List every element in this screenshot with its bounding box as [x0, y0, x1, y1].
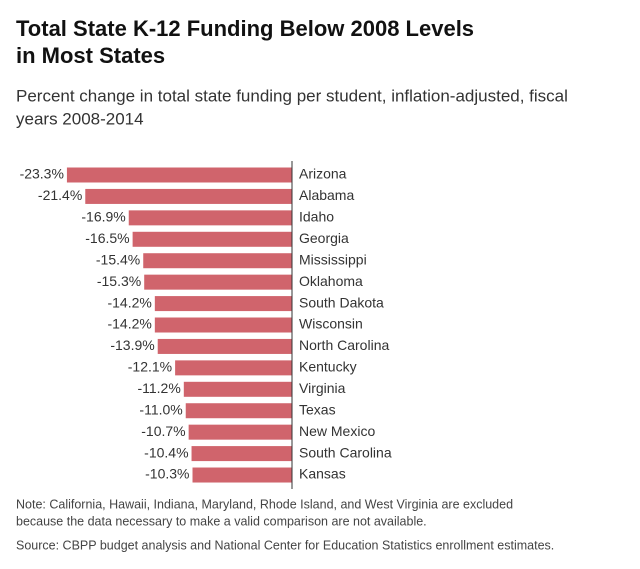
category-label: South Dakota: [299, 294, 384, 310]
bar: [85, 188, 292, 204]
category-label: Wisconsin: [299, 316, 363, 332]
bar: [132, 231, 292, 247]
value-label: -10.3%: [145, 466, 189, 482]
note: Note: California, Hawaii, Indiana, Maryl…: [16, 497, 513, 511]
category-label: Alabama: [299, 187, 354, 203]
bar: [144, 274, 292, 290]
bar: [192, 467, 292, 483]
bar: [154, 317, 292, 333]
bar: [175, 360, 292, 376]
source: Source: CBPP budget analysis and Nationa…: [16, 538, 554, 552]
value-label: -11.2%: [137, 380, 180, 396]
value-label: -16.9%: [81, 209, 125, 225]
bar: [157, 338, 292, 354]
bar: [191, 446, 292, 462]
value-label: -12.1%: [128, 359, 172, 375]
category-label: Texas: [299, 401, 336, 417]
value-label: -11.0%: [139, 401, 182, 417]
chart-subtitle: Percent change in total state funding pe…: [16, 86, 568, 105]
category-label: Virginia: [299, 380, 346, 396]
category-label: Arizona: [299, 166, 347, 182]
value-label: -10.7%: [141, 423, 185, 439]
bar: [66, 167, 292, 183]
value-label: -23.3%: [20, 166, 64, 182]
value-label: -13.9%: [110, 337, 154, 353]
value-label: -16.5%: [85, 230, 129, 246]
chart-title: Total State K-12 Funding Below 2008 Leve…: [16, 16, 474, 41]
bar: [183, 381, 292, 397]
category-label: Oklahoma: [299, 273, 363, 289]
value-label: -14.2%: [107, 316, 151, 332]
chart-title: in Most States: [16, 43, 165, 68]
bar: [128, 210, 292, 226]
category-label: Mississippi: [299, 251, 367, 267]
value-label: -15.4%: [96, 251, 140, 267]
category-label: Kentucky: [299, 359, 357, 375]
bar: [185, 403, 292, 419]
category-label: Georgia: [299, 230, 349, 246]
bar: [143, 253, 292, 269]
note: because the data necessary to make a val…: [16, 514, 427, 528]
category-label: Idaho: [299, 209, 334, 225]
category-label: Kansas: [299, 466, 346, 482]
value-label: -15.3%: [97, 273, 141, 289]
category-label: South Carolina: [299, 444, 392, 460]
value-label: -21.4%: [38, 187, 82, 203]
bar: [188, 424, 292, 440]
chart-subtitle: years 2008-2014: [16, 109, 144, 128]
value-label: -10.4%: [144, 444, 188, 460]
bar: [154, 296, 292, 312]
category-label: New Mexico: [299, 423, 375, 439]
value-label: -14.2%: [107, 294, 151, 310]
category-label: North Carolina: [299, 337, 389, 353]
